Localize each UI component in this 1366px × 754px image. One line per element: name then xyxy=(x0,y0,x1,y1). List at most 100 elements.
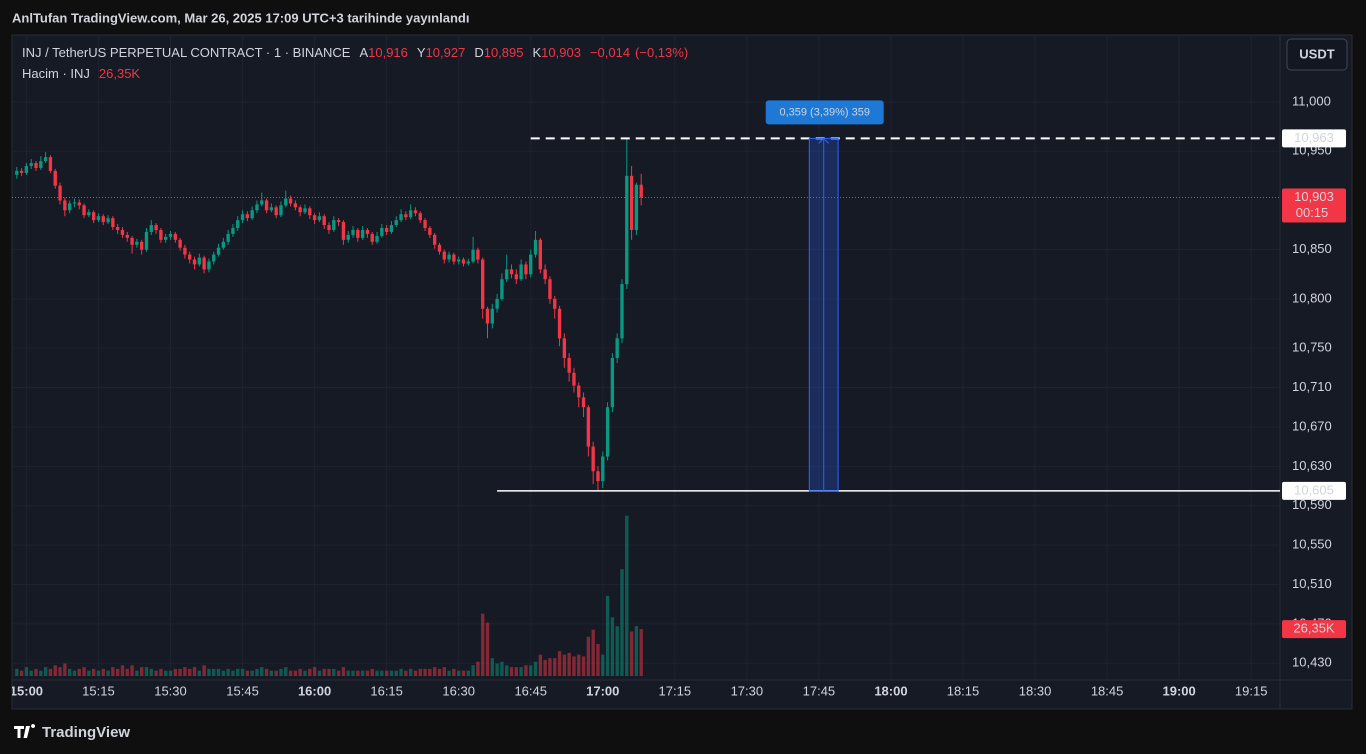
candle-body xyxy=(168,233,173,237)
volume-bar xyxy=(312,667,317,676)
symbol: INJ / TetherUS PERPETUAL CONTRACT · 1 · … xyxy=(22,45,351,60)
volume-bar xyxy=(490,658,494,676)
candle-body xyxy=(63,200,67,211)
x-tick-label: 17:15 xyxy=(659,683,692,698)
candle-body xyxy=(264,200,269,211)
volume-bar xyxy=(120,665,125,676)
volume-bar xyxy=(250,670,254,676)
volume-bar xyxy=(207,668,211,676)
volume-bar xyxy=(144,667,149,676)
volume-bar xyxy=(500,661,504,676)
candle-body xyxy=(591,446,595,472)
candle-body xyxy=(360,229,365,238)
volume-price-label-box xyxy=(1282,620,1346,639)
candle-body xyxy=(250,210,254,219)
volume-bar xyxy=(135,670,139,676)
volume-bar xyxy=(226,668,230,676)
candle-body xyxy=(336,220,341,223)
candle-body xyxy=(15,170,19,175)
volume-bar xyxy=(413,670,418,676)
volume-bar xyxy=(197,670,201,676)
volume-bar xyxy=(39,670,43,676)
volume-bar xyxy=(173,668,177,676)
candle-body xyxy=(154,225,158,230)
candle-body xyxy=(447,254,451,260)
y-tick-label: 10,710 xyxy=(1292,379,1332,394)
measure-label-box xyxy=(765,100,884,125)
volume-bar xyxy=(72,670,77,676)
y-tick-label: 10,800 xyxy=(1292,290,1332,305)
volume-bar xyxy=(288,670,293,676)
candle-body xyxy=(91,212,96,221)
measure-low-label-box xyxy=(1282,481,1346,500)
candle-body xyxy=(413,210,418,214)
candle-body xyxy=(67,203,72,211)
candle-body xyxy=(572,372,576,386)
volume-bar xyxy=(577,654,581,676)
volume-bar xyxy=(519,667,523,676)
x-tick-label: 17:00 xyxy=(586,683,619,698)
candle-body xyxy=(183,247,187,255)
volume-bar xyxy=(53,665,57,676)
volume-bar xyxy=(557,651,562,676)
volume-bar xyxy=(96,670,101,676)
symbol-legend: INJ / TetherUS PERPETUAL CONTRACT · 1 · … xyxy=(22,45,688,60)
candle-body xyxy=(327,225,331,230)
candle-body xyxy=(639,184,643,198)
volume-bar xyxy=(322,668,326,676)
volume-value: 26,35K xyxy=(99,66,141,81)
candle-body xyxy=(245,214,250,219)
ohlc-prefix: A xyxy=(359,45,368,60)
volume-bar xyxy=(63,663,67,676)
volume-bar xyxy=(572,656,576,676)
candle-body xyxy=(53,170,57,186)
candle-body xyxy=(529,254,533,275)
candle-body xyxy=(543,269,547,280)
volume-bar xyxy=(562,654,567,676)
volume-bar xyxy=(351,670,355,676)
candle-body xyxy=(332,220,336,230)
candle-body xyxy=(144,231,149,250)
last-price-label: 10,903 xyxy=(1294,189,1334,204)
candle-body xyxy=(476,249,480,260)
candle-body xyxy=(581,397,586,408)
volume-bar xyxy=(327,668,331,676)
candle-body xyxy=(125,234,129,238)
candle-body xyxy=(317,216,322,221)
volume-bar xyxy=(533,661,538,676)
volume-bar xyxy=(15,668,19,676)
candle-body xyxy=(432,234,437,245)
candle-body xyxy=(428,228,432,235)
volume-bar xyxy=(418,668,422,676)
volume-bar xyxy=(423,668,427,676)
volume-bar xyxy=(125,668,129,676)
volume-bar xyxy=(524,665,528,676)
volume-bar xyxy=(591,629,595,676)
volume-bar xyxy=(24,667,29,676)
volume-bar xyxy=(620,569,624,676)
ohlc-value: 10,927 xyxy=(426,45,466,60)
currency-label[interactable]: USDT xyxy=(1299,46,1334,61)
x-tick-label: 18:45 xyxy=(1091,683,1124,698)
volume-bar xyxy=(231,670,235,676)
candle-body xyxy=(389,225,394,232)
candle-body xyxy=(514,274,518,280)
candle-body xyxy=(197,257,201,265)
candle-body xyxy=(322,216,326,226)
volume-bar xyxy=(269,670,274,676)
ohlc-value: 10,895 xyxy=(484,45,524,60)
volume-bar xyxy=(245,670,250,676)
candle-body xyxy=(130,237,134,245)
volume-bar xyxy=(221,670,226,676)
candle-body xyxy=(605,407,610,457)
candle-body xyxy=(207,261,211,270)
volume-bar xyxy=(442,667,446,676)
x-tick-label: 16:45 xyxy=(514,683,547,698)
candle-body xyxy=(365,229,370,234)
currency-button[interactable] xyxy=(1286,38,1348,71)
volume-bar xyxy=(115,668,120,676)
candle-body xyxy=(48,157,53,171)
candle-body xyxy=(24,165,29,173)
ohlc-value: 10,903 xyxy=(541,45,581,60)
